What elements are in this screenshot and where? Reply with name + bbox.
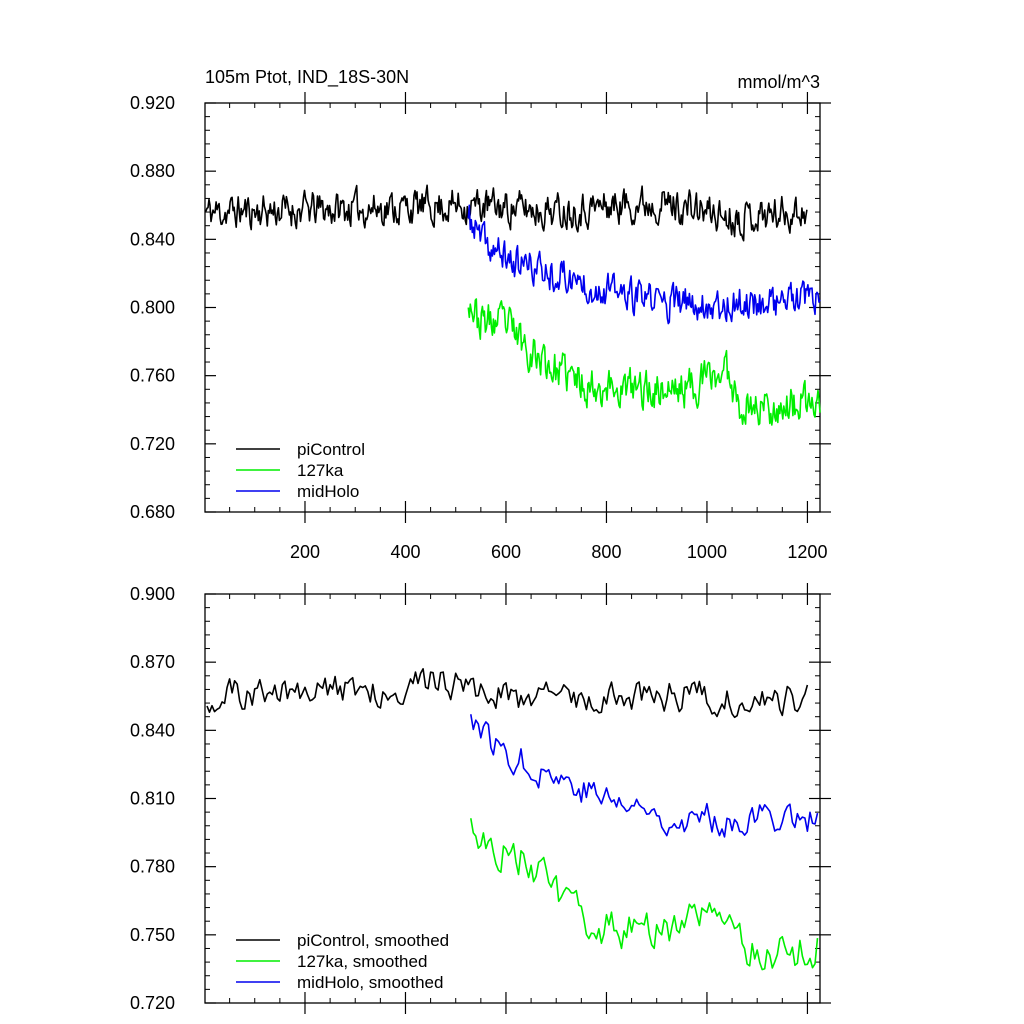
y-tick-label: 0.750: [130, 925, 175, 945]
units-label: mmol/m^3: [738, 72, 820, 92]
series-line-picontrol: [204, 184, 808, 242]
y-tick-label: 0.720: [130, 993, 175, 1013]
x-tick-label: 1000: [687, 542, 727, 562]
y-tick-label: 0.840: [130, 229, 175, 249]
x-tick-label: 800: [591, 542, 621, 562]
x-tick-label: 600: [491, 542, 521, 562]
y-tick-label: 0.880: [130, 161, 175, 181]
series-line-midholo-smoothed: [470, 714, 819, 838]
legend-label: 127ka, smoothed: [297, 952, 427, 971]
raw-legend: piControl 127ka midHolo: [236, 440, 365, 501]
y-tick-label: 0.760: [130, 366, 175, 386]
x-tick-label: 1200: [787, 542, 827, 562]
y-tick-label: 0.870: [130, 652, 175, 672]
legend-label: 127ka: [297, 461, 344, 480]
y-tick-label: 0.800: [130, 298, 175, 318]
y-tick-label: 0.720: [130, 434, 175, 454]
x-tick-label: 400: [390, 542, 420, 562]
series-line-midholo: [467, 204, 821, 325]
series-line-127ka-smoothed: [470, 818, 819, 971]
legend-label: piControl: [297, 440, 365, 459]
legend-label: midHolo, smoothed: [297, 973, 443, 992]
series-line-127ka: [467, 298, 821, 426]
smoothed-legend: piControl, smoothed 127ka, smoothed midHol…: [236, 931, 449, 992]
x-tick-label: 200: [290, 542, 320, 562]
y-tick-label: 0.920: [130, 93, 175, 113]
smoothed-panel: 0.720 0.750 0.780 0.810 0.840 0.870 0.900 piCon…: [130, 583, 831, 1014]
legend-label: piControl, smoothed: [297, 931, 449, 950]
y-tick-label: 0.780: [130, 857, 175, 877]
raw-panel: 200 400 600 800 1000 1200 0.680 0.720 0.760 0.800…: [130, 92, 831, 562]
y-tick-label: 0.810: [130, 789, 175, 809]
y-tick-label: 0.900: [130, 584, 175, 604]
y-tick-label: 0.840: [130, 720, 175, 740]
y-tick-label: 0.680: [130, 502, 175, 522]
legend-label: midHolo: [297, 482, 359, 501]
figure-title: 105m Ptot, IND_18S-30N: [205, 67, 409, 88]
series-line-picontrol-smoothed: [206, 668, 809, 719]
